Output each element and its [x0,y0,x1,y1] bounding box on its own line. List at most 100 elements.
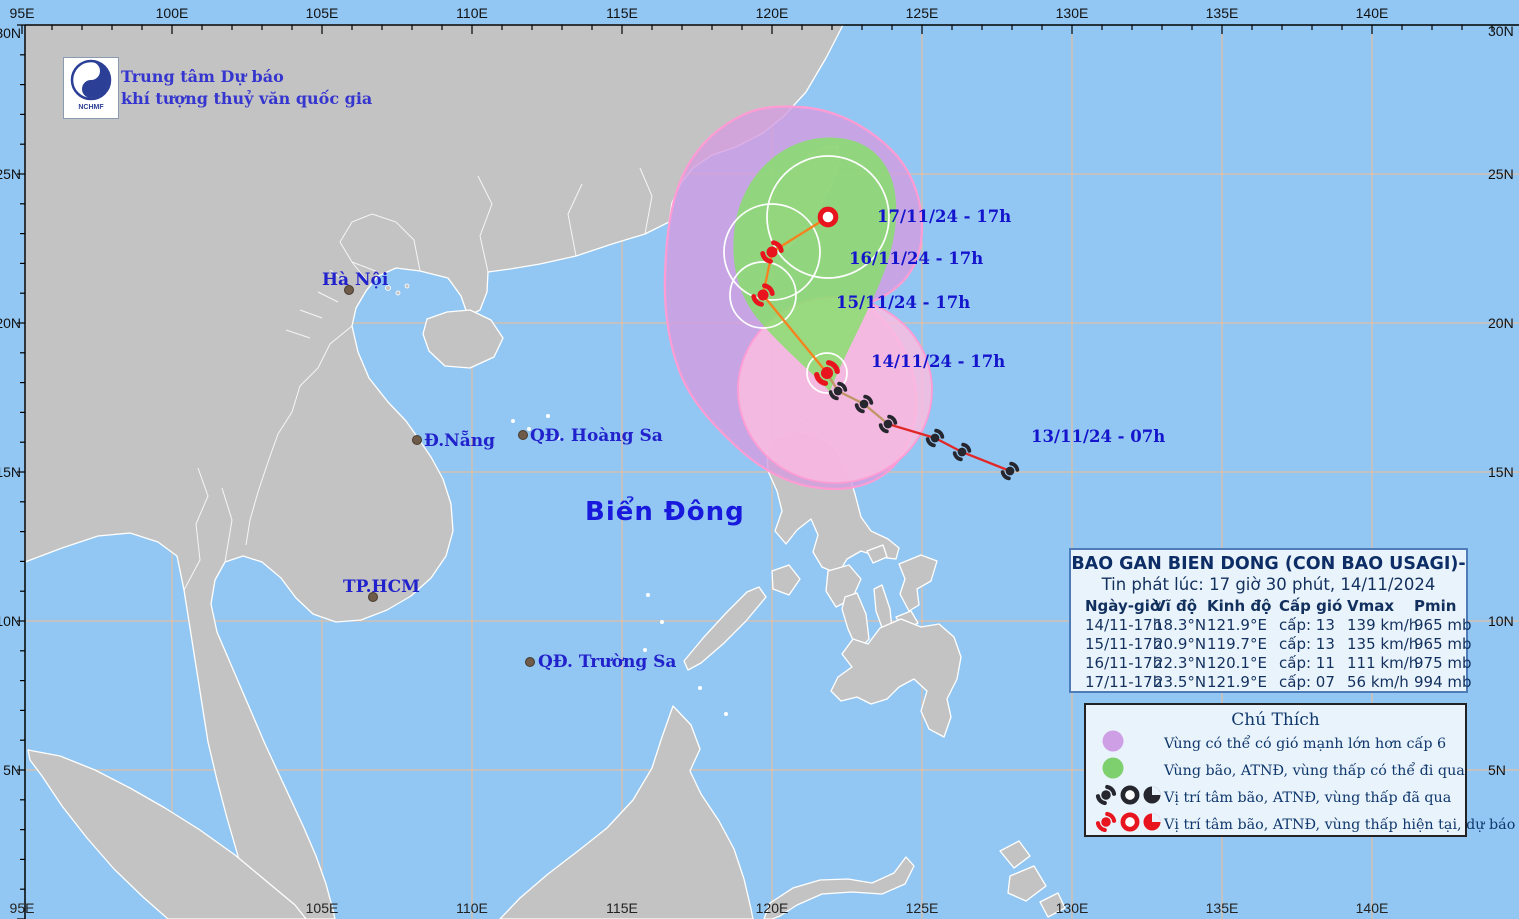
axis-label-top: 100E [155,5,189,21]
axis-label-right: 10N [1488,613,1514,629]
forecast-table-cell: 18.3°N [1154,616,1207,634]
axis-label-top: 140E [1355,5,1389,21]
axis-label-bottom: 110E [456,900,488,916]
legend-item: Vùng có thể có gió mạnh lớn hơn cấp 6 [1086,730,1465,757]
legend-ring-icon [1123,788,1137,802]
city-label: QĐ. Hoàng Sa [530,426,663,446]
axis-label-bottom: 140E [1355,900,1389,916]
forecast-table-cell: 16/11-17h [1085,654,1163,672]
axis-label-top: 130E [1055,5,1089,21]
axis-label-top: 95E [9,5,35,21]
forecast-table-cell: 139 km/h [1347,616,1419,634]
axis-label-left: 5N [3,762,21,778]
legend-item-text: Vị trí tâm bão, ATNĐ, vùng thấp hiện tại… [1164,816,1516,833]
forecast-table-cell: 22.3°N [1154,654,1207,672]
axis-label-bottom: 95E [9,900,35,916]
legend-current-position-icons [1092,809,1161,835]
legend-item: Vùng bão, ATNĐ, vùng thấp có thể đi qua [1086,757,1465,784]
forecast-table-header-cell: Vĩ độ [1154,597,1198,615]
province-borders [183,167,653,591]
landmass-sulawesi [763,856,915,919]
axis-label-right: 15N [1488,464,1514,480]
axis-label-left: 10N [0,613,21,629]
forecast-table-header-cell: Kinh độ [1207,597,1272,615]
forecast-table-cell: 111 km/h [1347,654,1419,672]
landmass-samar [898,554,938,612]
forecast-table-header: Ngày-giờ Vĩ độ Kinh độ Cấp gió Vmax Pmin [1071,596,1466,616]
axis-label-top: 115E [606,5,638,21]
forecast-table-cell: 965 mb [1414,635,1472,653]
city-dot [518,430,528,440]
uncertainty-circle-forecast [729,261,797,329]
uncertainty-circle-forecast [766,155,890,279]
axis-label-top: 120E [755,5,789,21]
track-date-label: 17/11/24 - 17h [877,207,1012,226]
legend: Chú Thích Vùng có thể có gió mạnh lớn hơ… [1084,703,1515,838]
landmass-mindoro [771,564,801,596]
landmass-halmahera [999,840,1066,918]
legend-past-position-icons [1092,782,1161,808]
agency-name: Trung tâm Dự báo khí tượng thuỷ văn quốc… [121,66,372,110]
uncertainty-circle-forecast [723,203,821,301]
track-past [887,422,1011,473]
city-label: QĐ. Trường Sa [538,652,677,672]
forecast-table-cell: 56 km/h [1347,673,1409,691]
legend-zone-dot [1102,757,1124,779]
uncertainty-circle-current [806,352,848,394]
axis-label-left: 20N [0,315,21,331]
forecast-table-row: 17/11-17h 23.5°N 121.9°E cấp: 07 56 km/h 994 … [1071,673,1472,692]
map-frame-ticks [17,24,1519,919]
forecast-uncertainty-circles [723,155,890,394]
axis-label-top: 110E [456,5,488,21]
forecast-table-cell: 20.9°N [1154,635,1207,653]
forecast-table-cell: cấp: 13 [1279,635,1335,653]
storm-info-issued: Tin phát lúc: 17 giờ 30 phút, 14/11/2024 [1101,575,1436,594]
axis-label-left: 30N [0,25,21,41]
axis-label-bottom: 120E [755,900,789,916]
forecast-table-row: 16/11-17h 22.3°N 120.1°E cấp: 11 111 km/h 975… [1071,654,1472,673]
legend-symbol [1092,728,1164,759]
legend-purple-zone-icon [1102,730,1124,752]
track-date-label: 14/11/24 - 17h [871,352,1006,371]
axis-label-bottom: 125E [905,900,939,916]
forecast-table-cell: 135 km/h [1347,635,1419,653]
landmass-palawan [683,586,767,671]
forecast-table-cell: 23.5°N [1154,673,1207,691]
city-label: TP.HCM [343,577,420,597]
storm-info-box: BAO GAN BIEN DONG (CON BAO USAGI)- Tin p… [1069,548,1472,693]
forecast-table-header-cell: Cấp gió [1279,597,1343,615]
legend-items: Vùng có thể có gió mạnh lớn hơn cấp 6 Vùn… [1086,730,1515,838]
axis-label-top: 125E [905,5,939,21]
legend-green-zone-icon [1102,757,1124,779]
forecast-table-cell: 120.1°E [1207,654,1267,672]
forecast-table-header-cell: Vmax [1347,597,1395,615]
legend-item: Vị trí tâm bão, ATNĐ, vùng thấp hiện tại… [1086,809,1515,838]
legend-zone-dot [1102,730,1124,752]
landmass-borneo [499,705,754,919]
axis-label-right: 5N [1488,762,1506,778]
landmass-masbate [866,544,888,564]
track-date-label: 13/11/24 - 07h [1031,427,1166,446]
axis-label-bottom: 105E [305,900,339,916]
axis-label-left: 25N [0,166,21,182]
legend-item-text: Vùng có thể có gió mạnh lớn hơn cấp 6 [1164,735,1447,752]
forecast-depression-symbol [820,209,836,225]
city-dot [368,592,378,602]
landmass-mindanao [830,618,962,738]
axis-label-right: 20N [1488,315,1514,331]
city-label: Đ.Nẵng [424,431,495,451]
landmass-hainan [422,309,504,369]
legend-low-icon [1143,786,1161,804]
legend-ring-icon [1123,815,1137,829]
legend-low-icon [1143,813,1161,831]
legend-typhoon-icon [1098,787,1114,803]
forecast-table-row: 14/11-17h 18.3°N 121.9°E cấp: 13 139 km/h 965… [1071,616,1472,635]
axis-label-bottom: 130E [1055,900,1089,916]
forecast-table-cell: 965 mb [1414,616,1472,634]
track-date-label: 16/11/24 - 17h [849,249,984,268]
agency-name-line2: khí tượng thuỷ văn quốc gia [121,89,373,108]
city-label: Hà Nội [322,270,389,290]
forecast-table-header-cell: Ngày-giờ [1085,597,1161,615]
storm-info-title: BAO GAN BIEN DONG (CON BAO USAGI)- [1071,554,1466,574]
nchmf-logo-caption: NCHMF [78,104,104,111]
